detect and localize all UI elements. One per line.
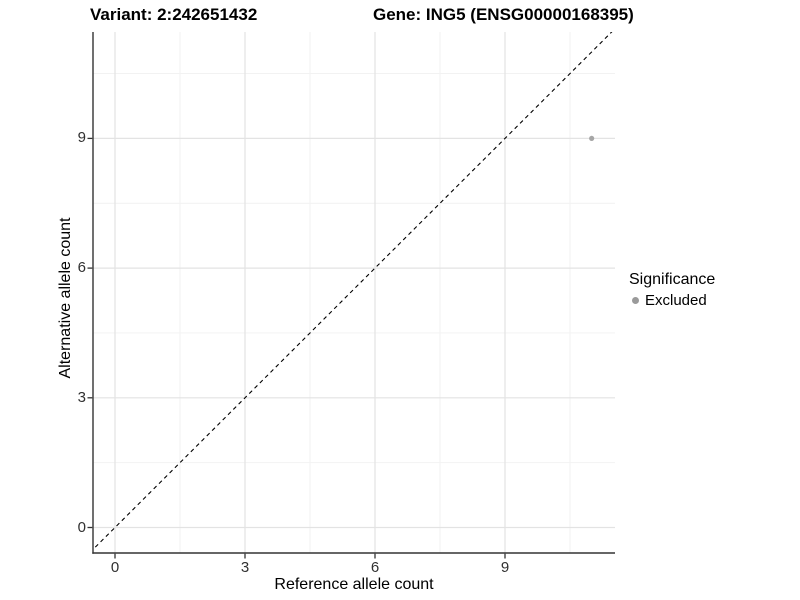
x-axis-title: Reference allele count: [274, 576, 434, 593]
y-tick-label: 6: [77, 259, 86, 277]
gene-title: Gene: ING5 (ENSG00000168395): [373, 5, 634, 24]
legend-item-label: Excluded: [645, 292, 707, 309]
legend: Significance Excluded: [629, 271, 715, 309]
legend-title: Significance: [629, 271, 716, 288]
x-tick-label: 9: [500, 559, 510, 576]
data-point: [589, 135, 595, 142]
y-tick-label: 0: [77, 518, 86, 536]
y-axis-title: Alternative allele count: [57, 217, 74, 379]
identity-dashed-line: [93, 32, 613, 551]
legend-item-excluded: Excluded: [629, 292, 715, 309]
legend-point-icon: [632, 297, 639, 304]
y-tick-label: 9: [77, 129, 86, 147]
x-tick-label: 3: [240, 559, 250, 576]
x-tick-label: 6: [370, 559, 380, 576]
x-tick-label: 0: [110, 559, 120, 576]
variant-title: Variant: 2:242651432: [90, 5, 258, 24]
y-tick-label: 3: [77, 388, 86, 406]
